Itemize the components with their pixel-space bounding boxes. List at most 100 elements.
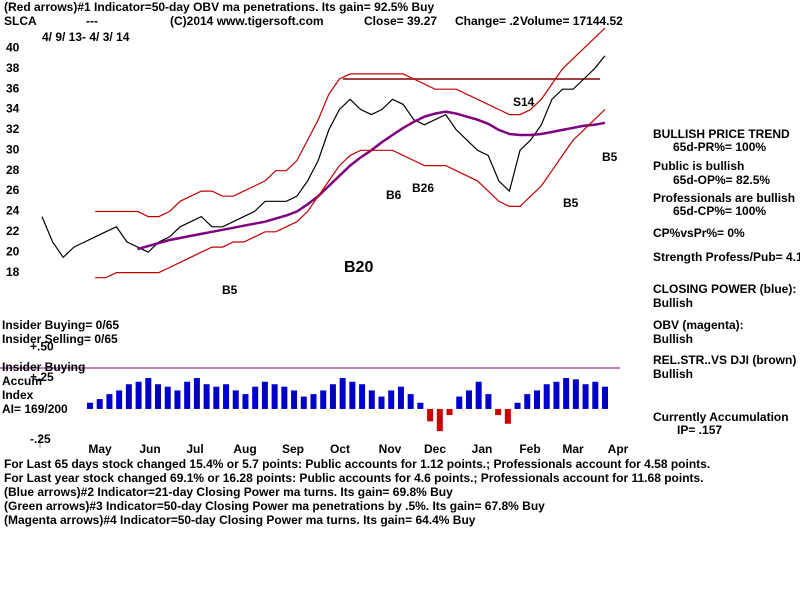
date-range: 4/ 9/ 13- 4/ 3/ 14 (42, 30, 130, 44)
accum-bar (320, 390, 327, 409)
insider-label: Insider Buying (2, 360, 85, 374)
insider-label: Accum (2, 374, 42, 388)
footer-line: (Green arrows)#3 Indicator=50-day Closin… (4, 499, 545, 513)
status-label: REL.STR..VS DJI (brown) (653, 353, 796, 367)
accum-bar (193, 378, 200, 409)
accum-bar (252, 386, 259, 409)
y-tick-label: -.25 (30, 432, 51, 446)
accum-bar (427, 408, 434, 422)
x-tick-label: Feb (519, 442, 540, 456)
x-tick-label: Mar (562, 442, 584, 456)
series-line (41, 55, 606, 259)
status-label: Public is bullish (653, 159, 744, 173)
status-label: 65d-OP%= 82.5% (673, 173, 770, 187)
accum-bar (368, 390, 375, 409)
accum-bar (388, 390, 395, 409)
accum-bar (310, 394, 317, 409)
x-tick-label: Dec (424, 442, 446, 456)
y-tick-label: 30 (6, 142, 20, 156)
y-tick-label: 38 (6, 61, 20, 75)
insider-label: Insider Selling= 0/65 (2, 332, 118, 346)
status-label: CLOSING POWER (blue): (653, 282, 796, 296)
accum-bar (96, 399, 103, 409)
accum-bar (155, 384, 162, 409)
accum-bar (359, 384, 366, 409)
accum-bar (271, 384, 278, 409)
annotation: B26 (412, 181, 434, 195)
accum-bar (465, 390, 472, 409)
y-tick-label: 36 (6, 81, 20, 95)
annotation: B6 (386, 188, 402, 202)
status-label: IP= .157 (677, 423, 722, 437)
accum-bar (223, 384, 230, 409)
accum-bar (261, 381, 268, 409)
footer-line: For Last year stock changed 69.1% or 16.… (4, 471, 704, 485)
accum-bar (291, 390, 298, 409)
footer-line: For Last 65 days stock changed 15.4% or … (4, 457, 710, 471)
accum-bar (592, 381, 599, 409)
x-tick-label: Sep (282, 442, 304, 456)
accum-bar (602, 386, 608, 409)
accum-bar (543, 384, 550, 409)
accum-bar (349, 381, 356, 409)
y-tick-label: 32 (6, 122, 20, 136)
y-tick-label: 26 (6, 183, 20, 197)
accum-bar (378, 396, 385, 409)
status-label: Currently Accumulation (653, 410, 789, 424)
y-tick-label: 22 (6, 224, 20, 238)
header-change: Change= .2 (455, 14, 520, 28)
x-tick-label: Jun (139, 442, 160, 456)
symbol: SLCA (4, 14, 37, 28)
status-label: OBV (magenta): (653, 318, 744, 332)
status-label: CP%vsPr%= 0% (653, 226, 745, 240)
series-line (95, 27, 606, 218)
insider-label: AI= 169/200 (2, 402, 68, 416)
accum-bar (87, 402, 93, 409)
status-label: Professionals are bullish (653, 191, 795, 205)
accum-bar (397, 386, 404, 409)
x-tick-label: Apr (608, 442, 629, 456)
status-label: BULLISH PRICE TREND (653, 127, 790, 141)
accum-bar (436, 408, 443, 432)
y-tick-label: +.25 (30, 370, 54, 384)
annotation: B20 (344, 259, 373, 276)
status-label: Bullish (653, 367, 693, 381)
accum-bar (553, 381, 560, 409)
accum-bar (242, 394, 249, 409)
accum-bar (504, 408, 511, 424)
status-label: 65d-CP%= 100% (673, 204, 766, 218)
accum-bar (203, 384, 210, 409)
footer-line: (Blue arrows)#2 Indicator=21-day Closing… (4, 485, 453, 499)
header-close: Close= 39.27 (364, 14, 437, 28)
accum-bar (485, 394, 492, 409)
accum-bar (174, 390, 181, 409)
y-tick-label: 18 (6, 265, 20, 279)
header-dashes: --- (86, 14, 98, 28)
y-tick-label: 20 (6, 244, 20, 258)
status-label: Strength Profess/Pub= 4.1 (653, 250, 800, 264)
x-tick-label: Nov (379, 442, 402, 456)
accum-bar (514, 402, 521, 409)
accum-bar (407, 394, 414, 409)
accum-bar (524, 394, 531, 409)
header-line: (Red arrows)#1 Indicator=50-day OBV ma p… (4, 0, 434, 14)
series-line (95, 109, 606, 279)
x-tick-label: Jan (472, 442, 493, 456)
y-tick-label: 28 (6, 163, 20, 177)
annotation: B5 (222, 283, 238, 297)
accum-bar (329, 384, 336, 409)
series-line (137, 110, 606, 251)
annotation: B5 (563, 196, 579, 210)
accum-bar (417, 402, 424, 409)
accum-bar (106, 394, 113, 409)
y-tick-label: +.50 (30, 339, 54, 353)
accum-bar (281, 386, 288, 409)
accum-bar (125, 384, 132, 409)
y-tick-label: 24 (6, 204, 20, 218)
status-label: 65d-PR%= 100% (673, 140, 766, 154)
header-volume: Volume= 17144.52 (520, 14, 623, 28)
accum-bar (135, 381, 142, 409)
accum-bar (145, 378, 152, 409)
annotation: S14 (513, 95, 535, 109)
